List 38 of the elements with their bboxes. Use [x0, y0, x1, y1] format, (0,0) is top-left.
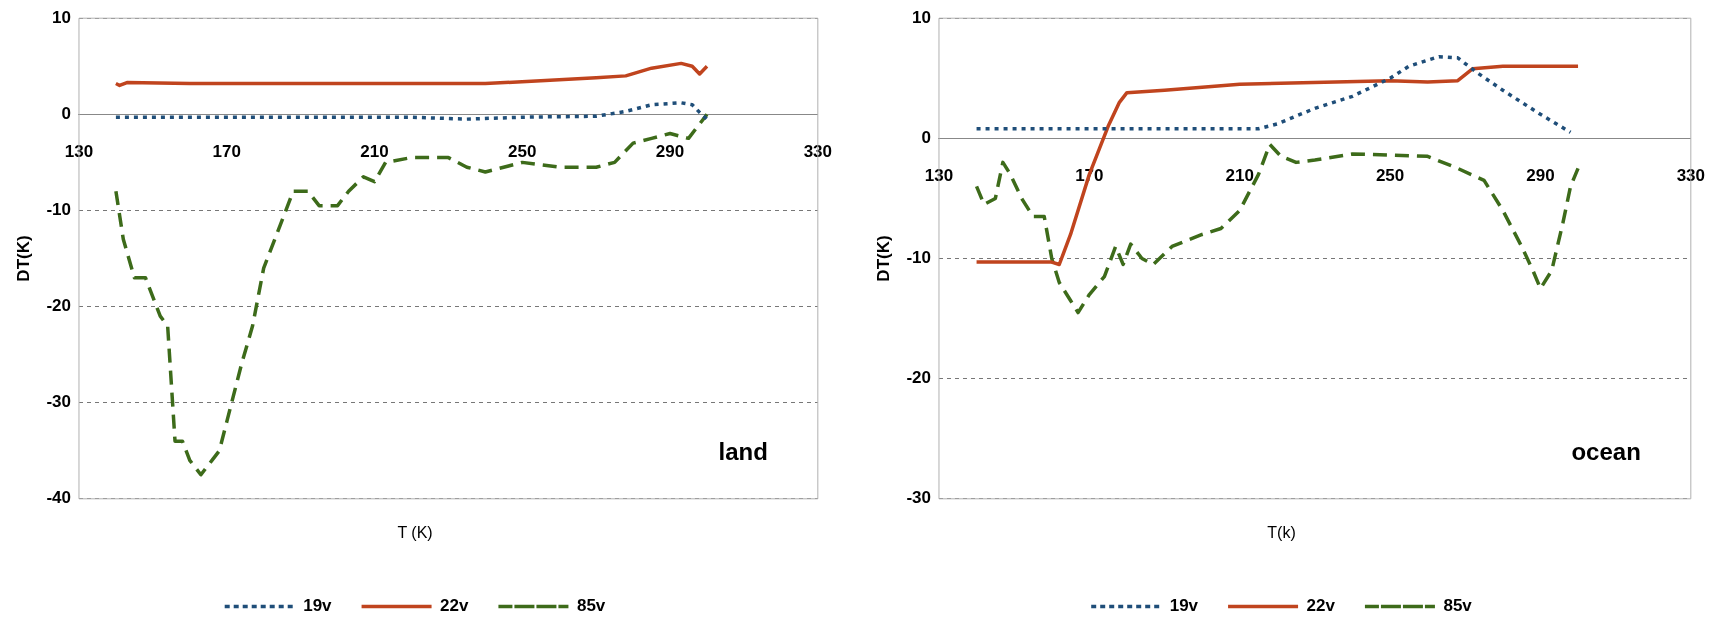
line-series [974, 142, 1580, 315]
annotation: land [718, 438, 768, 466]
legend-label: 22v [440, 596, 469, 616]
line-series [114, 101, 709, 121]
legend-label: 85v [576, 596, 606, 616]
legend-label: 22v [1306, 596, 1336, 616]
x-tick-label: 130 [64, 142, 94, 162]
y-tick-label: -20 [46, 296, 71, 316]
y-tick-label: 10 [912, 7, 931, 27]
x-tick-label: 330 [1676, 166, 1706, 186]
annotation: ocean [1571, 438, 1641, 466]
line-series [114, 112, 709, 477]
x-tick-label: 330 [803, 142, 833, 162]
y-tick-label: -30 [46, 392, 71, 412]
y-tick-label: -30 [906, 488, 931, 508]
x-tick-label: 290 [1526, 166, 1555, 186]
line-series [974, 54, 1573, 135]
x-tick-label: 290 [655, 142, 685, 162]
y-axis-title: DT(K) [873, 235, 893, 282]
y-axis-title: DT(K) [13, 235, 33, 282]
legend-label: 85v [1443, 596, 1473, 616]
y-tick-label: 0 [61, 104, 71, 124]
y-tick-label: -20 [906, 368, 931, 388]
x-tick-label: 210 [360, 142, 389, 162]
x-axis-title: T (K) [397, 523, 433, 541]
y-tick-label: 0 [921, 128, 931, 148]
legend-label: 19v [303, 596, 333, 616]
x-axis-title: T(k) [1267, 523, 1296, 541]
y-tick-label: -40 [46, 488, 71, 508]
x-tick-label: 250 [508, 142, 537, 162]
x-tick-label: 130 [924, 166, 954, 186]
x-tick-label: 210 [1225, 166, 1254, 186]
legend-label: 19v [1169, 596, 1199, 616]
y-tick-label: 10 [52, 7, 71, 27]
y-tick-label: -10 [46, 200, 71, 220]
x-tick-label: 170 [212, 142, 241, 162]
x-tick-label: 250 [1375, 166, 1405, 186]
y-tick-label: -10 [906, 248, 931, 268]
